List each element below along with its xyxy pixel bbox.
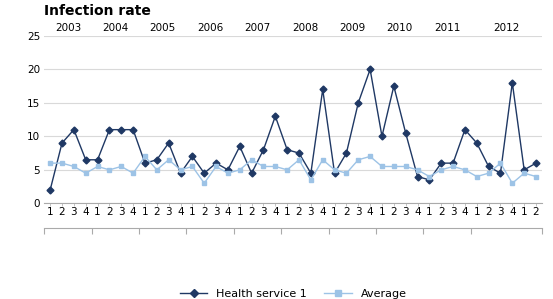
Average xyxy=(521,171,528,175)
Health service 1 xyxy=(320,88,326,91)
Average xyxy=(533,175,539,178)
Average xyxy=(379,165,385,168)
Average xyxy=(59,161,65,165)
Health service 1 xyxy=(201,171,207,175)
Line: Average: Average xyxy=(48,154,539,186)
Average xyxy=(473,175,480,178)
Average xyxy=(343,171,349,175)
Health service 1 xyxy=(248,171,255,175)
Average xyxy=(390,165,397,168)
Health service 1 xyxy=(379,135,385,138)
Average xyxy=(320,158,326,161)
Health service 1 xyxy=(390,84,397,88)
Health service 1 xyxy=(521,168,528,172)
Health service 1 xyxy=(331,171,338,175)
Health service 1 xyxy=(130,128,137,132)
Health service 1 xyxy=(118,128,124,132)
Average xyxy=(177,168,184,172)
Health service 1 xyxy=(59,141,65,145)
Average xyxy=(130,171,137,175)
Health service 1 xyxy=(47,188,54,192)
Average xyxy=(142,155,148,158)
Average xyxy=(355,158,362,161)
Health service 1 xyxy=(94,158,101,161)
Health service 1 xyxy=(473,141,480,145)
Health service 1 xyxy=(355,101,362,105)
Health service 1 xyxy=(533,161,539,165)
Health service 1 xyxy=(307,171,314,175)
Average xyxy=(450,165,456,168)
Average xyxy=(296,158,302,161)
Average xyxy=(331,168,338,172)
Average xyxy=(414,168,421,172)
Health service 1 xyxy=(450,161,456,165)
Health service 1 xyxy=(367,68,373,71)
Average xyxy=(225,171,231,175)
Legend: Health service 1, Average: Health service 1, Average xyxy=(175,284,411,299)
Average xyxy=(201,181,207,185)
Health service 1 xyxy=(509,81,515,85)
Average xyxy=(462,168,468,172)
Average xyxy=(272,165,279,168)
Health service 1 xyxy=(142,161,148,165)
Average xyxy=(509,181,515,185)
Average xyxy=(94,165,101,168)
Average xyxy=(403,165,409,168)
Health service 1 xyxy=(438,161,445,165)
Health service 1 xyxy=(260,148,267,152)
Average xyxy=(497,161,504,165)
Health service 1 xyxy=(106,128,113,132)
Average xyxy=(284,168,290,172)
Average xyxy=(189,165,196,168)
Average xyxy=(213,165,220,168)
Health service 1 xyxy=(225,168,231,172)
Average xyxy=(486,171,492,175)
Average xyxy=(106,168,113,172)
Health service 1 xyxy=(486,165,492,168)
Line: Health service 1: Health service 1 xyxy=(48,67,539,192)
Average xyxy=(260,165,267,168)
Health service 1 xyxy=(272,115,279,118)
Average xyxy=(426,175,432,178)
Average xyxy=(165,158,172,161)
Health service 1 xyxy=(213,161,220,165)
Health service 1 xyxy=(189,155,196,158)
Health service 1 xyxy=(284,148,290,152)
Average xyxy=(47,161,54,165)
Average xyxy=(248,158,255,161)
Health service 1 xyxy=(154,158,160,161)
Health service 1 xyxy=(177,171,184,175)
Health service 1 xyxy=(426,178,432,182)
Average xyxy=(82,171,89,175)
Average xyxy=(237,168,243,172)
Health service 1 xyxy=(71,128,77,132)
Health service 1 xyxy=(497,171,504,175)
Health service 1 xyxy=(343,151,349,155)
Average xyxy=(71,165,77,168)
Health service 1 xyxy=(296,151,302,155)
Health service 1 xyxy=(237,145,243,148)
Average xyxy=(367,155,373,158)
Average xyxy=(307,178,314,182)
Average xyxy=(118,165,124,168)
Health service 1 xyxy=(82,158,89,161)
Average xyxy=(438,168,445,172)
Health service 1 xyxy=(462,128,468,132)
Health service 1 xyxy=(403,131,409,135)
Health service 1 xyxy=(165,141,172,145)
Health service 1 xyxy=(414,175,421,178)
Average xyxy=(154,168,160,172)
Text: Infection rate: Infection rate xyxy=(44,4,151,18)
